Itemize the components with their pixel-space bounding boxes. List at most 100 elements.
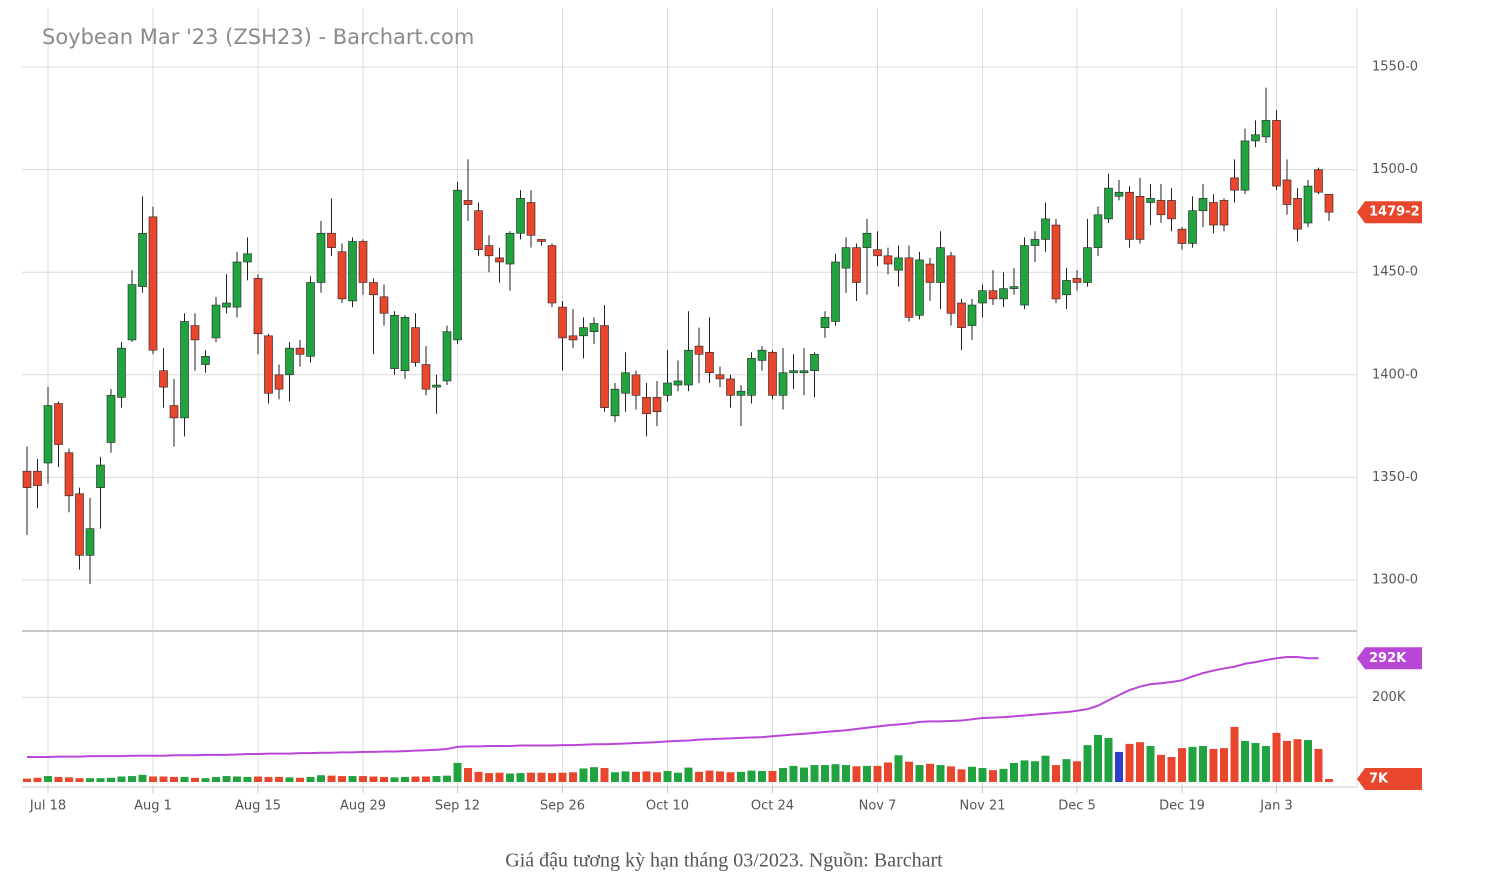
candle-body <box>1272 120 1281 187</box>
volume-bar <box>432 776 441 782</box>
x-tick-label: Aug 15 <box>235 799 281 814</box>
candle-body <box>106 395 116 443</box>
candle-body <box>831 261 840 322</box>
candle-body <box>1009 286 1019 289</box>
x-tick-label: Nov 7 <box>859 799 897 814</box>
candle-body <box>558 306 567 339</box>
volume-bar <box>1073 761 1081 782</box>
candle-body <box>159 370 168 388</box>
volume-bar <box>852 766 861 782</box>
volume-bar <box>758 770 766 782</box>
candle-body <box>726 378 735 396</box>
y-tick-label: 1400-0 <box>1372 367 1418 382</box>
candle-body <box>1198 198 1208 211</box>
chart-title: Soybean Mar '23 (ZSH23) - Barchart.com <box>42 25 474 49</box>
volume-bar <box>999 768 1008 782</box>
candle-body <box>337 251 347 300</box>
candle-body <box>495 257 504 263</box>
candle-body <box>463 200 473 205</box>
volume-bar <box>464 768 472 782</box>
caption: Giá đậu tương kỳ hạn tháng 03/2023. Nguồ… <box>505 850 943 872</box>
candle-body <box>715 374 725 380</box>
volume-bar <box>884 762 892 782</box>
candle-body <box>1261 120 1271 138</box>
volume-bar <box>1041 755 1050 782</box>
volume-bar <box>1136 742 1144 782</box>
candle-body <box>1083 247 1092 283</box>
candle-body <box>631 374 641 396</box>
candle-body <box>411 327 420 363</box>
candle-body <box>768 351 777 396</box>
volume-bar <box>653 772 661 782</box>
volume-bar <box>422 776 430 782</box>
y-tick-label: 1300-0 <box>1372 572 1418 587</box>
candle-body <box>663 382 672 396</box>
volume-bar <box>317 775 325 782</box>
volume-bar <box>1262 745 1270 782</box>
volume-bar <box>222 776 231 782</box>
candle-body <box>474 210 483 250</box>
candle-body <box>1240 140 1250 191</box>
x-tick-label: Jul 18 <box>29 799 66 814</box>
volume-bar <box>695 771 703 782</box>
x-tick-label: Sep 12 <box>435 799 480 814</box>
volume-bar <box>1031 761 1039 782</box>
volume-bar <box>254 776 262 782</box>
x-tick-label: Oct 10 <box>646 799 689 814</box>
candle-body <box>537 239 546 242</box>
volume-bar <box>1209 748 1218 782</box>
candle-body <box>978 290 987 304</box>
candle-body <box>1072 278 1082 283</box>
open-interest-badge-shape <box>1357 647 1422 670</box>
volume-bar <box>443 775 451 782</box>
volume-bar <box>243 776 252 782</box>
candle-body <box>820 317 830 328</box>
candle-body <box>190 325 200 341</box>
candle-body <box>1251 134 1260 142</box>
candle-body <box>1051 224 1061 300</box>
candle-body <box>799 370 809 374</box>
candle-body <box>453 189 462 341</box>
candle-body <box>201 356 210 365</box>
candle-body <box>1135 196 1145 240</box>
volume-bar <box>831 764 840 782</box>
volume-bar <box>128 776 136 782</box>
candle-body <box>211 304 221 339</box>
candle-body <box>169 405 179 419</box>
volume-bar <box>96 778 105 782</box>
candle-body <box>652 397 662 413</box>
volume-bar <box>201 778 210 782</box>
candle-body <box>1020 245 1029 306</box>
volume-bar <box>716 771 724 782</box>
x-tick-label: Aug 29 <box>340 799 386 814</box>
volume-bar <box>107 777 115 782</box>
candle-body <box>568 335 578 341</box>
candle-body <box>1114 191 1124 197</box>
volume-bar <box>842 765 850 782</box>
volume-bar <box>1083 745 1092 782</box>
candle-body <box>327 232 336 248</box>
candle-body <box>1314 169 1323 193</box>
volume-bar <box>611 772 619 782</box>
y-tick-label: 1450-0 <box>1372 265 1418 280</box>
candle-body <box>852 247 861 283</box>
candle-body <box>75 493 84 556</box>
volume-bar <box>821 765 829 782</box>
volume-bar <box>1146 745 1155 782</box>
candle-body <box>999 288 1008 300</box>
volume-bar <box>180 776 189 782</box>
candle-body <box>516 198 525 234</box>
volume-bar <box>800 767 808 782</box>
last-price-badge-shape <box>1357 201 1422 224</box>
volume-bar <box>285 777 294 782</box>
candle-body <box>894 257 903 271</box>
candle-body <box>117 347 126 398</box>
candle-body <box>705 351 714 374</box>
candle-body <box>1093 214 1103 248</box>
candle-body <box>694 345 704 355</box>
candle-body <box>421 364 431 390</box>
candle-body <box>915 259 924 316</box>
candle-body <box>736 390 746 396</box>
